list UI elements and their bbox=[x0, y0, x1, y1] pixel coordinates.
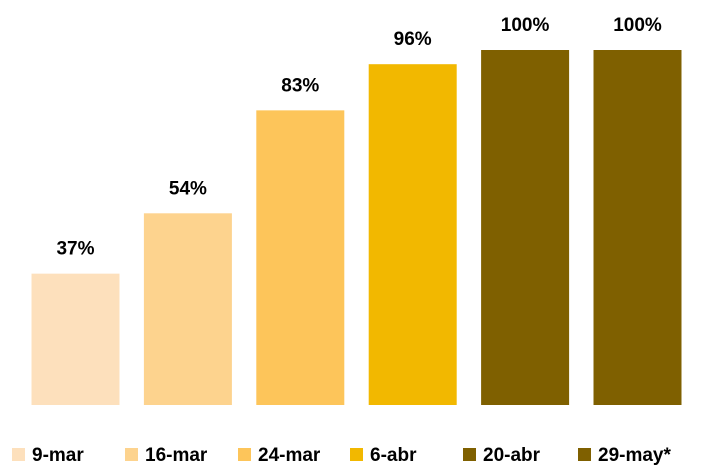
legend-swatch bbox=[350, 448, 363, 461]
data-label: 54% bbox=[169, 178, 207, 199]
bar bbox=[368, 64, 457, 405]
legend-swatch bbox=[578, 448, 591, 461]
data-label: 96% bbox=[394, 29, 432, 50]
legend-label: 16-mar bbox=[145, 445, 208, 465]
data-label: 100% bbox=[501, 15, 550, 36]
legend-label: 9-mar bbox=[32, 445, 84, 465]
legend-label: 29-may* bbox=[598, 445, 671, 465]
bar bbox=[481, 50, 570, 405]
data-label: 37% bbox=[56, 239, 94, 260]
bar bbox=[593, 50, 682, 405]
bar bbox=[143, 213, 232, 405]
legend-label: 24-mar bbox=[258, 445, 321, 465]
legend-swatch bbox=[238, 448, 251, 461]
bar bbox=[31, 273, 120, 405]
legend-swatch bbox=[463, 448, 476, 461]
data-label: 83% bbox=[281, 75, 319, 96]
legend-label: 6-abr bbox=[370, 445, 417, 465]
bar bbox=[256, 110, 345, 405]
legend-swatch bbox=[125, 448, 138, 461]
data-label: 100% bbox=[613, 15, 662, 36]
legend-label: 20-abr bbox=[483, 445, 541, 465]
legend-swatch bbox=[12, 448, 25, 461]
